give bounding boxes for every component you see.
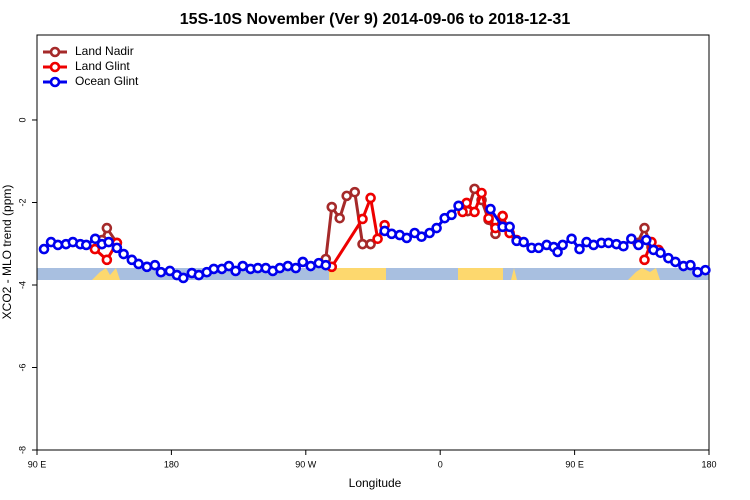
data-point [552, 246, 563, 258]
data-point [52, 239, 64, 251]
data-point [80, 239, 92, 251]
data-point [446, 209, 457, 221]
data-point [178, 272, 189, 284]
data-point [365, 192, 376, 204]
data-point [297, 256, 309, 268]
data-point [274, 262, 286, 274]
data-point [431, 222, 442, 234]
data-point [372, 233, 383, 245]
land-strip [329, 268, 386, 280]
y-tick-label: -4 [17, 281, 27, 289]
data-point [365, 238, 376, 250]
data-point [101, 254, 113, 266]
data-point [424, 227, 435, 239]
x-tick-label: 0 [438, 459, 443, 469]
data-point [89, 233, 101, 245]
data-point [101, 222, 113, 234]
data-point [640, 234, 652, 246]
legend-marker [49, 46, 61, 58]
data-point [557, 239, 568, 251]
x-tick-label: 90 E [28, 459, 47, 469]
data-point [111, 242, 123, 254]
data-point [38, 243, 50, 255]
land-strip [511, 268, 517, 280]
data-point [386, 228, 397, 240]
data-point [639, 222, 650, 234]
land-strip [628, 268, 660, 280]
data-point [334, 212, 345, 224]
x-axis-label: Longitude [349, 476, 402, 490]
y-tick-label: -8 [17, 446, 27, 454]
legend-marker [49, 61, 61, 73]
y-tick-label: -6 [17, 363, 27, 371]
land-mask [37, 268, 709, 280]
y-tick-label: -2 [17, 198, 27, 206]
data-point [485, 203, 496, 215]
data-point [497, 210, 508, 222]
data-point [566, 233, 577, 245]
data-point [349, 186, 361, 198]
x-tick-label: 180 [164, 459, 179, 469]
land-strip [92, 268, 120, 280]
data-point [103, 236, 114, 248]
series-line [100, 187, 653, 260]
data-point [149, 259, 161, 271]
data-point [401, 232, 413, 244]
data-point [320, 259, 332, 271]
plot-frame [36, 34, 710, 451]
data-point [118, 248, 129, 260]
legend-label: Land Nadir [75, 44, 134, 58]
data-point [504, 221, 515, 233]
data-point [483, 212, 494, 224]
legend-marker [49, 76, 61, 88]
data-point [133, 258, 144, 270]
data-point [223, 260, 235, 272]
y-tick-label: 0 [17, 117, 27, 122]
data-point [155, 266, 167, 278]
data-point [633, 239, 644, 251]
land-strip [458, 268, 503, 280]
x-tick-label: 90 E [565, 459, 584, 469]
data-point [700, 264, 711, 276]
data-point [290, 262, 302, 274]
data-point [341, 190, 353, 202]
data-point [469, 206, 480, 218]
data-point [357, 213, 368, 225]
data-point [618, 240, 629, 252]
data-point [476, 187, 487, 199]
data-point [685, 259, 696, 271]
series-line [93, 191, 660, 268]
data-point [326, 201, 338, 213]
data-point [416, 231, 427, 243]
data-point [230, 265, 241, 277]
data-point [655, 247, 666, 259]
data-point [670, 256, 681, 268]
data-point [639, 254, 650, 266]
chart-title: 15S-10S November (Ver 9) 2014-09-06 to 2… [180, 11, 571, 28]
data-point [626, 233, 637, 245]
data-point [453, 200, 464, 212]
x-tick-label: 180 [701, 459, 716, 469]
data-point [141, 261, 153, 273]
y-axis-label: XCO2 - MLO trend (ppm) [0, 185, 14, 320]
legend-label: Ocean Glint [75, 74, 139, 88]
data-point [89, 243, 101, 255]
data-point [518, 236, 529, 248]
x-tick-label: 90 W [295, 459, 317, 469]
data-point [574, 243, 585, 255]
legend-label: Land Glint [75, 59, 130, 73]
